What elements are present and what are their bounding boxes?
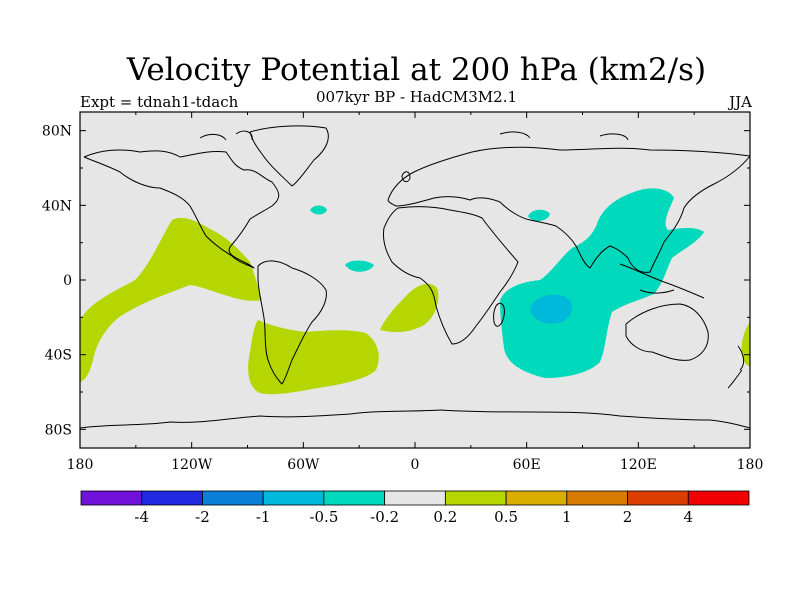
latitude-tick-label: 40N xyxy=(42,198,72,214)
negative-anomaly-region-equatorial-atlantic xyxy=(345,260,374,272)
coastline-madagascar xyxy=(493,302,505,327)
positive-anomaly-region-south-atlantic xyxy=(248,320,379,395)
latitude-labels: 80N 40N 0 40S 80S xyxy=(42,124,72,439)
colorbar-swatch xyxy=(384,490,446,506)
latitude-tick-label: 80S xyxy=(45,422,72,438)
colorbar-swatch xyxy=(202,490,264,506)
colorbar-swatch xyxy=(80,490,143,506)
coastline-new-zealand xyxy=(727,345,745,389)
colorbar-label: 4 xyxy=(683,508,693,526)
coastline-australia xyxy=(625,303,709,361)
chart-title: Velocity Potential at 200 hPa (km2/s) xyxy=(126,52,707,88)
negative-anomaly-region-north-atlantic xyxy=(310,205,327,215)
experiment-label: Expt = tdnah1-tdach xyxy=(80,93,239,111)
latitude-tick-label: 80N xyxy=(42,124,72,140)
colorbar-label: 2 xyxy=(623,508,633,526)
colorbar-label: -1 xyxy=(256,508,271,526)
coastline-africa xyxy=(383,206,519,345)
longitude-tick-label: 60E xyxy=(513,457,541,473)
colorbar xyxy=(80,490,750,506)
colorbar-label: -2 xyxy=(195,508,210,526)
coastline-british-isles xyxy=(401,171,411,183)
negative-anomaly-region-arabia xyxy=(528,209,550,222)
colorbar-label: 0.5 xyxy=(494,508,518,526)
coastline-arctic-islands xyxy=(199,130,629,141)
chart-subtitle: 007kyr BP - HadCM3M2.1 xyxy=(315,88,518,106)
coastline-south-america xyxy=(257,260,327,385)
negative-anomaly-region-indo-pacific xyxy=(500,188,704,378)
longitude-tick-label: 0 xyxy=(411,457,420,473)
latitude-tick-label: 40S xyxy=(45,348,72,364)
colorbar-label: 0.2 xyxy=(433,508,457,526)
longitude-tick-label: 180 xyxy=(67,457,94,473)
colorbar-swatch xyxy=(323,490,386,506)
colorbar-label: 1 xyxy=(562,508,572,526)
colorbar-label: -4 xyxy=(134,508,149,526)
coastline-greenland xyxy=(249,125,329,187)
longitude-tick-label: 120W xyxy=(171,457,213,473)
colorbar-label: -0.2 xyxy=(370,508,399,526)
colorbar-labels: -4 -2 -1 -0.5 -0.2 0.2 0.5 1 2 4 xyxy=(134,508,693,526)
coastline-antarctica xyxy=(80,409,750,429)
season-label: JJA xyxy=(729,93,752,111)
longitude-tick-label: 180 xyxy=(737,457,764,473)
coastline-north-america xyxy=(83,149,280,269)
coastlines xyxy=(80,125,750,429)
negative-anomaly-region-core-indian-ocean xyxy=(530,294,573,324)
colorbar-swatch xyxy=(627,490,689,506)
colorbar-label: -0.5 xyxy=(309,508,338,526)
colorbar-swatch xyxy=(141,490,203,506)
longitude-tick-label: 120E xyxy=(620,457,657,473)
longitude-labels: 180 120W 60W 0 60E 120E 180 xyxy=(67,457,764,473)
coastline-eurasia xyxy=(387,146,750,273)
colorbar-swatch xyxy=(566,490,628,506)
longitude-tick-label: 60W xyxy=(287,457,320,473)
coastline-southeast-asia xyxy=(619,263,705,299)
colorbar-swatch xyxy=(262,490,325,506)
shaded-regions xyxy=(80,188,750,395)
positive-anomaly-region-tropical-atlantic xyxy=(380,283,439,333)
colorbar-swatch xyxy=(444,490,507,506)
positive-anomaly-region-pacific xyxy=(80,217,262,382)
colorbar-swatch xyxy=(687,490,750,506)
colorbar-swatch xyxy=(505,490,568,506)
axis-ticks xyxy=(79,112,751,448)
latitude-tick-label: 0 xyxy=(63,273,72,289)
